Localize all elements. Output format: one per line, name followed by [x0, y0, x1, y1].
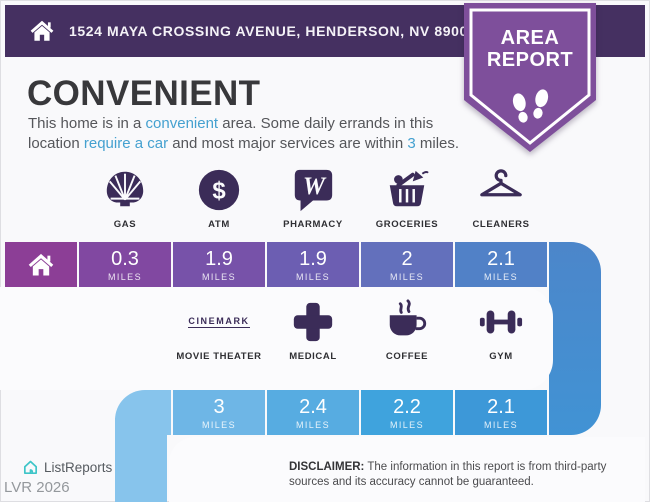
mid-white-panel: [0, 287, 553, 390]
poi-medical: MEDICAL: [267, 298, 359, 362]
cinemark-logo: CINEMARK: [188, 298, 250, 346]
distance-unit: MILES: [201, 420, 236, 430]
coffee-cup-icon: [384, 298, 430, 346]
description-text: and most major services are within: [168, 134, 408, 152]
disclaimer-label: DISCLAIMER:: [289, 461, 365, 473]
distance-segment-2-1-miles: 2.1 MILES: [455, 390, 547, 435]
disclaimer-text: The information in this report is from t…: [289, 461, 607, 488]
poi-row-bottom: CINEMARK MOVIE THEATER MEDICAL COFFEE GYM: [173, 298, 547, 362]
distance-value: 2.4: [299, 396, 327, 418]
bottom-white-panel: [169, 437, 645, 502]
shell-gas-icon: [102, 166, 148, 214]
poi-row-top: GAS $ ATM W PHARMACY GROCERIES CLEANERS: [79, 166, 547, 230]
property-address: 1524 MAYA CROSSING AVENUE, HENDERSON, NV…: [69, 23, 477, 39]
distance-segment-2-miles: 2 MILES: [361, 242, 453, 287]
poi-label-gym: GYM: [489, 351, 513, 362]
description-text: area. Some daily errands in this locatio…: [28, 115, 434, 152]
shell-gas-icon: [106, 171, 144, 207]
hanger-icon: [478, 166, 524, 214]
distance-segment-0-3-miles: 0.3 MILES: [79, 242, 171, 287]
atm-dollar-icon: $: [196, 166, 242, 214]
distance-unit: MILES: [389, 272, 424, 282]
distance-unit: MILES: [201, 272, 236, 282]
distance-value: 2.1: [487, 248, 515, 270]
atm-dollar-icon: $: [198, 169, 240, 211]
distance-unit: MILES: [107, 272, 142, 282]
distance-value: 2: [401, 248, 413, 270]
snake-right-connector: [549, 242, 601, 435]
page-title: CONVENIENT: [27, 74, 261, 113]
home-icon: [28, 253, 54, 275]
badge-title-line2: REPORT: [487, 49, 573, 71]
badge-title-line1: AREA: [501, 27, 560, 49]
poi-label-coffee: COFFEE: [385, 351, 429, 362]
poi-atm: $ ATM: [173, 166, 265, 230]
distance-segment-3-miles: 3 MILES: [173, 390, 265, 435]
distance-unit: MILES: [295, 420, 330, 430]
distance-bar-top: 0.3 MILES 1.9 MILES 1.9 MILES 2 MILES 2.1 MILES: [5, 242, 547, 287]
poi-label-medical: MEDICAL: [289, 351, 337, 362]
poi-label-pharmacy: PHARMACY: [283, 219, 343, 230]
description-text: This home is in a: [28, 115, 146, 132]
grocery-basket-icon: [389, 170, 429, 207]
distance-value: 3: [213, 396, 225, 418]
disclaimer: DISCLAIMER: The information in this repor…: [289, 460, 637, 490]
walgreens-icon: W: [294, 169, 333, 212]
distance-unit: MILES: [295, 272, 330, 282]
distance-value: 2.1: [487, 396, 515, 418]
dumbbell-icon: [478, 298, 524, 346]
bar-home-segment: [5, 242, 77, 287]
poi-cleaners: CLEANERS: [455, 166, 547, 230]
distance-bar-bottom: 3 MILES 2.4 MILES 2.2 MILES 2.1 MILES: [173, 390, 547, 435]
poi-groceries: GROCERIES: [361, 166, 453, 230]
svg-text:$: $: [212, 178, 225, 205]
distance-unit: MILES: [389, 420, 424, 430]
distance-segment-2-2-miles: 2.2 MILES: [361, 390, 453, 435]
distance-value: 2.2: [393, 396, 421, 418]
distance-value: 1.9: [299, 248, 327, 270]
distance-segment-2-4-miles: 2.4 MILES: [267, 390, 359, 435]
poi-movie-theater: CINEMARK MOVIE THEATER: [173, 298, 265, 362]
poi-label-atm: ATM: [208, 219, 230, 230]
description-text: miles.: [415, 134, 460, 152]
coffee-cup-icon: [389, 299, 427, 336]
poi-gym: GYM: [455, 298, 547, 362]
description-highlight: convenient: [145, 115, 219, 132]
area-report-badge: AREA REPORT: [464, 3, 596, 152]
poi-pharmacy: W PHARMACY: [267, 166, 359, 230]
distance-segment-1-9-miles: 1.9 MILES: [173, 242, 265, 287]
medical-cross-icon: [290, 298, 336, 346]
listreports-logo: ListReports: [22, 459, 112, 476]
description: This home is in a convenient area. Some …: [28, 114, 498, 154]
home-icon: [29, 18, 55, 44]
poi-coffee: COFFEE: [361, 298, 453, 362]
distance-value: 1.9: [205, 248, 233, 270]
cinemark-logo: CINEMARK: [188, 316, 250, 328]
medical-cross-icon: [293, 302, 333, 342]
distance-unit: MILES: [483, 272, 518, 282]
dumbbell-icon: [479, 310, 523, 334]
poi-gas: GAS: [79, 166, 171, 230]
footer-code: LVR 2026: [4, 479, 70, 496]
poi-label-gas: GAS: [113, 219, 137, 230]
svg-text:W: W: [303, 173, 327, 200]
grocery-basket-icon: [384, 166, 430, 214]
description-highlight: 3: [407, 134, 416, 152]
listreports-house-icon: [22, 459, 39, 476]
walgreens-icon: W: [290, 166, 336, 214]
distance-unit: MILES: [483, 420, 518, 430]
distance-segment-2-1-miles: 2.1 MILES: [455, 242, 547, 287]
listreports-wordmark: ListReports: [44, 460, 113, 475]
snake-left-connector: [115, 418, 167, 502]
description-highlight: require a car: [83, 134, 169, 152]
footprints-icon: [512, 89, 549, 123]
poi-label-cleaners: CLEANERS: [472, 219, 530, 230]
hanger-icon: [480, 169, 522, 197]
distance-value: 0.3: [111, 248, 139, 270]
poi-label-movie-theater: MOVIE THEATER: [176, 351, 262, 362]
distance-segment-1-9-miles: 1.9 MILES: [267, 242, 359, 287]
poi-label-groceries: GROCERIES: [375, 219, 439, 230]
